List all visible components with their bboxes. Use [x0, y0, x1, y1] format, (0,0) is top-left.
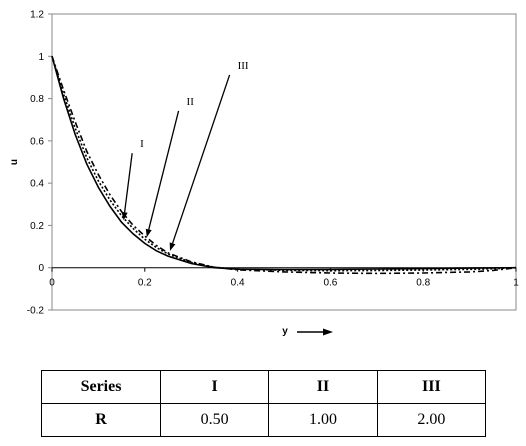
y-axis-ticks: -0.2 0 0.2 0.4 0.6 0.8 1 1.2 [27, 10, 52, 317]
y-tick-label: 1 [38, 52, 44, 63]
y-tick-label: 0.4 [30, 179, 44, 190]
y-axis-label: u [9, 159, 20, 165]
x-axis-arrow [297, 328, 333, 336]
table-header-row: Series I II III [41, 370, 487, 404]
annotation-arrowhead [121, 211, 128, 221]
x-axis-ticks: 0 0.2 0.4 0.6 0.8 1 [49, 267, 519, 289]
annotation-arrow [171, 74, 231, 244]
x-tick-label: 1 [513, 278, 519, 289]
y-tick-label: 0 [38, 263, 44, 274]
y-tick-label: 0.6 [30, 136, 44, 147]
y-tick-label: -0.2 [27, 306, 45, 317]
x-tick-label: 0.8 [416, 278, 430, 289]
table-cell: 2.00 [376, 403, 487, 437]
x-tick-label: 0 [49, 278, 55, 289]
y-tick-label: 1.2 [30, 10, 44, 21]
annotation-label: III [238, 60, 249, 72]
series-line-III [51, 56, 517, 275]
table-header-cell: III [376, 370, 487, 404]
table-cell: 0.50 [159, 403, 270, 437]
annotation-arrow [148, 110, 180, 230]
annotation-arrowhead [169, 242, 176, 251]
annotation-arrow [123, 153, 133, 213]
x-tick-label: 0.4 [231, 278, 245, 289]
y-tick-label: 0.2 [30, 221, 44, 232]
y-tick-label: 0.8 [30, 94, 44, 105]
plot-area-frame [51, 13, 517, 311]
table-header-cell: II [268, 370, 378, 404]
series-parameter-table: Series I II III R 0.50 1.00 2.00 [41, 370, 487, 437]
table-row-label: R [41, 403, 161, 437]
table-row: R 0.50 1.00 2.00 [41, 403, 487, 437]
table-header-cell: I [159, 370, 270, 404]
annotation-arrowhead [145, 228, 152, 238]
table-header-cell: Series [41, 370, 161, 404]
annotation-label: II [187, 96, 195, 108]
x-tick-label: 0.2 [138, 278, 152, 289]
annotation-label: I [140, 138, 144, 150]
series-line-I [51, 56, 517, 271]
series-layer [51, 56, 517, 275]
x-tick-label: 0.6 [323, 278, 337, 289]
table-cell: 1.00 [268, 403, 378, 437]
series-line-II [51, 56, 517, 272]
x-axis-label: y [282, 326, 288, 337]
line-chart: -0.200.20.40.60.811.2 0 0.2 0.4 0.6 0.8 1 III… [9, 10, 519, 338]
